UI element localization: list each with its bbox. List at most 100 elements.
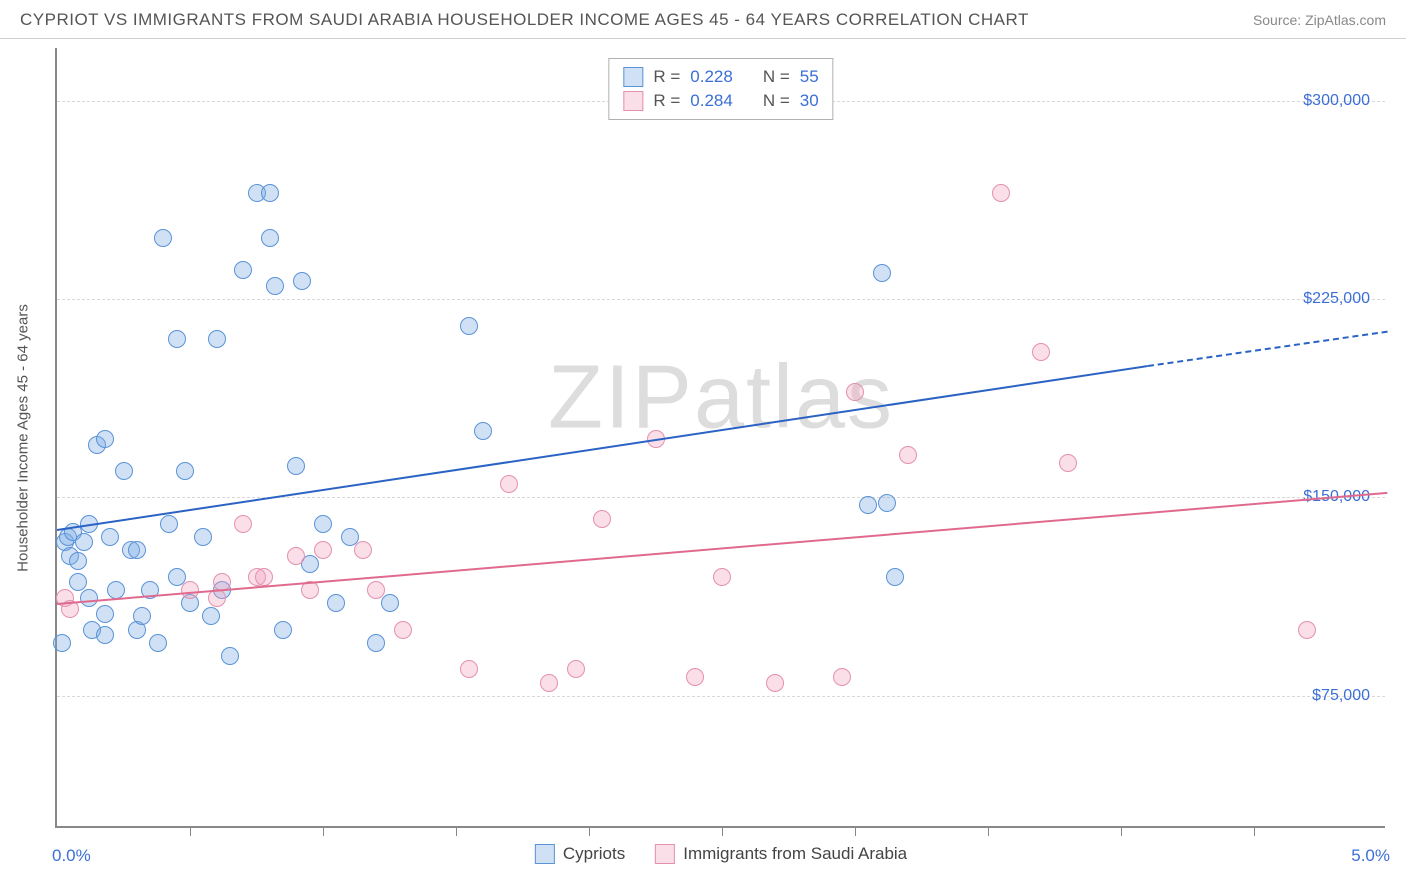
data-point bbox=[1298, 621, 1316, 639]
data-point bbox=[96, 605, 114, 623]
y-axis-label: Householder Income Ages 45 - 64 years bbox=[15, 304, 32, 572]
data-point bbox=[899, 446, 917, 464]
data-point bbox=[75, 533, 93, 551]
data-point bbox=[202, 607, 220, 625]
legend-label-saudi: Immigrants from Saudi Arabia bbox=[683, 844, 907, 864]
x-tick bbox=[1121, 826, 1122, 836]
data-point bbox=[873, 264, 891, 282]
y-tick-label: $75,000 bbox=[1312, 687, 1370, 705]
data-point bbox=[176, 462, 194, 480]
legend-item-saudi: Immigrants from Saudi Arabia bbox=[655, 844, 907, 864]
x-tick bbox=[988, 826, 989, 836]
legend-item-cypriots: Cypriots bbox=[535, 844, 625, 864]
legend-stats-row-2: R = 0.284 N = 30 bbox=[623, 89, 818, 113]
data-point bbox=[128, 541, 146, 559]
n-value-saudi: 30 bbox=[800, 91, 819, 111]
data-point bbox=[261, 229, 279, 247]
data-point bbox=[460, 660, 478, 678]
trend-line bbox=[1147, 331, 1387, 367]
x-tick bbox=[456, 826, 457, 836]
legend-swatch-cypriots bbox=[623, 67, 643, 87]
data-point bbox=[266, 277, 284, 295]
data-point bbox=[381, 594, 399, 612]
data-point bbox=[540, 674, 558, 692]
trend-line bbox=[57, 492, 1387, 605]
gridline bbox=[57, 696, 1385, 697]
data-point bbox=[208, 330, 226, 348]
watermark-text: ZIPatlas bbox=[548, 347, 894, 450]
data-point bbox=[354, 541, 372, 559]
trend-line bbox=[57, 365, 1148, 531]
x-tick bbox=[855, 826, 856, 836]
data-point bbox=[221, 647, 239, 665]
data-point bbox=[107, 581, 125, 599]
data-point bbox=[593, 510, 611, 528]
data-point bbox=[154, 229, 172, 247]
chart-container: CYPRIOT VS IMMIGRANTS FROM SAUDI ARABIA … bbox=[0, 0, 1406, 892]
data-point bbox=[194, 528, 212, 546]
chart-source: Source: ZipAtlas.com bbox=[1253, 12, 1386, 28]
chart-area: ZIPatlas R = 0.228 N = 55 R = 0.284 N = … bbox=[55, 48, 1385, 828]
x-tick bbox=[722, 826, 723, 836]
data-point bbox=[314, 541, 332, 559]
data-point bbox=[846, 383, 864, 401]
data-point bbox=[261, 184, 279, 202]
data-point bbox=[859, 496, 877, 514]
r-value-saudi: 0.284 bbox=[690, 91, 733, 111]
data-point bbox=[96, 430, 114, 448]
r-value-cypriots: 0.228 bbox=[690, 67, 733, 87]
legend-swatch-icon bbox=[655, 844, 675, 864]
data-point bbox=[274, 621, 292, 639]
data-point bbox=[115, 462, 133, 480]
data-point bbox=[80, 589, 98, 607]
legend-swatch-saudi bbox=[623, 91, 643, 111]
x-tick bbox=[1254, 826, 1255, 836]
legend-stats-row-1: R = 0.228 N = 55 bbox=[623, 65, 818, 89]
data-point bbox=[1032, 343, 1050, 361]
data-point bbox=[234, 261, 252, 279]
data-point bbox=[96, 626, 114, 644]
data-point bbox=[460, 317, 478, 335]
data-point bbox=[367, 634, 385, 652]
x-tick bbox=[589, 826, 590, 836]
data-point bbox=[766, 674, 784, 692]
x-tick bbox=[323, 826, 324, 836]
data-point bbox=[878, 494, 896, 512]
legend-label-cypriots: Cypriots bbox=[563, 844, 625, 864]
x-axis-max-label: 5.0% bbox=[1351, 846, 1390, 866]
data-point bbox=[992, 184, 1010, 202]
data-point bbox=[327, 594, 345, 612]
data-point bbox=[367, 581, 385, 599]
data-point bbox=[833, 668, 851, 686]
legend-bottom: Cypriots Immigrants from Saudi Arabia bbox=[535, 844, 907, 864]
data-point bbox=[255, 568, 273, 586]
x-tick bbox=[190, 826, 191, 836]
chart-title: CYPRIOT VS IMMIGRANTS FROM SAUDI ARABIA … bbox=[20, 10, 1029, 30]
data-point bbox=[287, 547, 305, 565]
data-point bbox=[133, 607, 151, 625]
data-point bbox=[160, 515, 178, 533]
y-tick-label: $300,000 bbox=[1303, 92, 1370, 110]
data-point bbox=[713, 568, 731, 586]
data-point bbox=[53, 634, 71, 652]
data-point bbox=[181, 581, 199, 599]
data-point bbox=[101, 528, 119, 546]
data-point bbox=[686, 668, 704, 686]
legend-stats-box: R = 0.228 N = 55 R = 0.284 N = 30 bbox=[608, 58, 833, 120]
data-point bbox=[293, 272, 311, 290]
data-point bbox=[234, 515, 252, 533]
data-point bbox=[168, 330, 186, 348]
data-point bbox=[500, 475, 518, 493]
data-point bbox=[886, 568, 904, 586]
n-value-cypriots: 55 bbox=[800, 67, 819, 87]
data-point bbox=[149, 634, 167, 652]
data-point bbox=[287, 457, 305, 475]
data-point bbox=[1059, 454, 1077, 472]
data-point bbox=[394, 621, 412, 639]
plot-region: ZIPatlas R = 0.228 N = 55 R = 0.284 N = … bbox=[55, 48, 1385, 828]
data-point bbox=[69, 573, 87, 591]
chart-header: CYPRIOT VS IMMIGRANTS FROM SAUDI ARABIA … bbox=[0, 0, 1406, 39]
data-point bbox=[69, 552, 87, 570]
data-point bbox=[314, 515, 332, 533]
gridline bbox=[57, 299, 1385, 300]
